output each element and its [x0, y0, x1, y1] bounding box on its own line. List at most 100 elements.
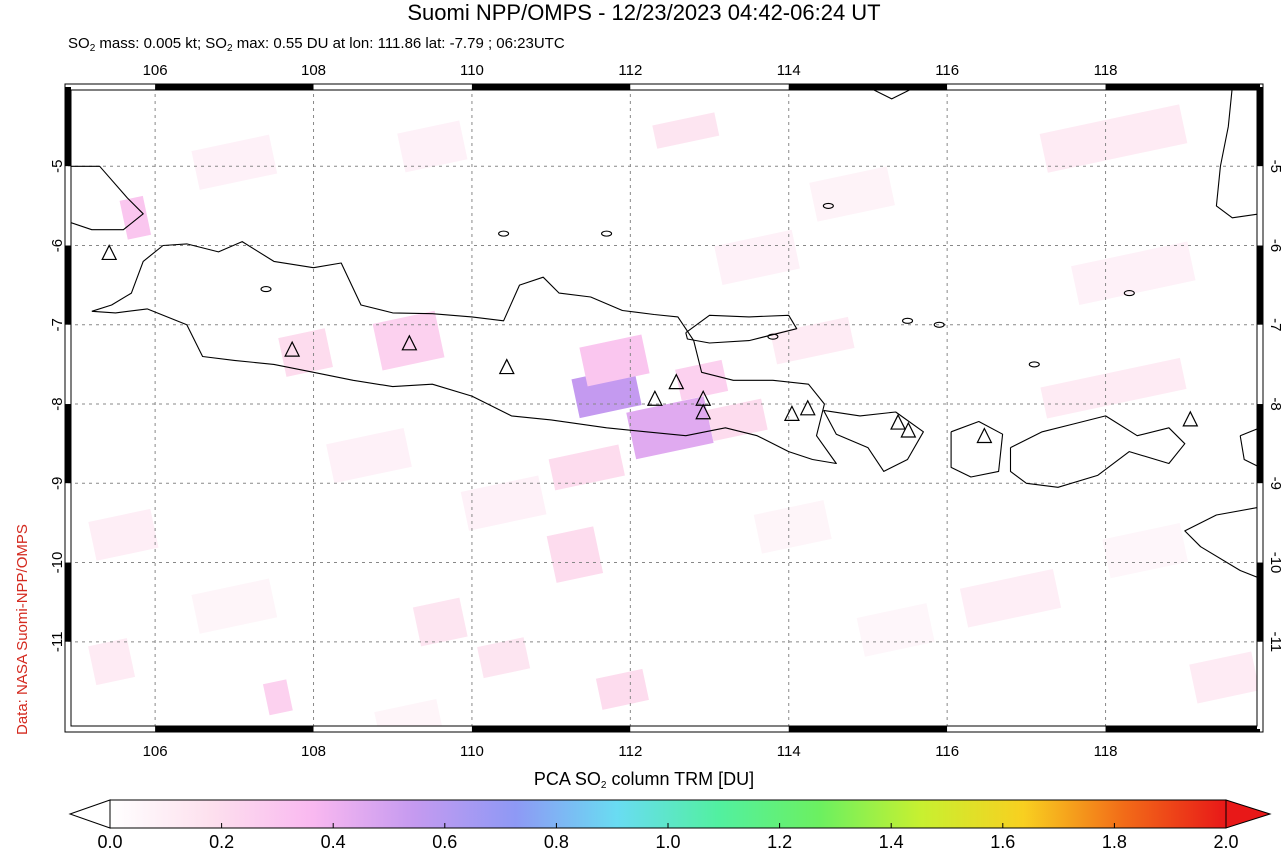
frame-segment [65, 324, 71, 405]
so2-pixel [191, 578, 278, 634]
frame-segment [471, 726, 631, 732]
lon-tick-label-top: 112 [618, 62, 642, 79]
small-island [1123, 290, 1135, 297]
lat-tick-label-left: -10 [49, 552, 66, 574]
lon-tick-label-bottom: 114 [777, 743, 801, 760]
frame-segment [471, 84, 631, 90]
frame-segment [65, 641, 71, 729]
volcano-marker [284, 340, 301, 357]
frame-segment [1257, 245, 1263, 325]
so2-pixel [548, 444, 625, 491]
so2-summary: SO2 mass: 0.005 kt; SO2 max: 0.55 DU at … [68, 35, 565, 58]
map-frame [64, 83, 1264, 733]
frame-segment [65, 166, 71, 246]
volcano-marker [900, 421, 917, 438]
volcano-marker [783, 404, 800, 421]
lat-tick-label-left: -8 [49, 397, 66, 410]
lat-tick-label-right: -10 [1267, 552, 1284, 574]
so2-pixel [397, 120, 468, 173]
frame-segment [65, 404, 71, 484]
frame-segment [1105, 84, 1260, 90]
lat-tick-label-left: -7 [49, 318, 66, 331]
frame-segment [155, 726, 314, 732]
volcano-marker [1182, 410, 1199, 427]
so2-pixel-layer [88, 104, 1260, 729]
lat-tick-label-right: -8 [1267, 397, 1284, 410]
colorbar-high-arrow [1225, 799, 1272, 829]
so2-pixel [1040, 357, 1187, 419]
frame-segment [788, 84, 948, 90]
volcano-markers [101, 244, 1199, 444]
frame-segment [1257, 324, 1263, 405]
colorbar-tick-label: 0.4 [320, 832, 346, 852]
so2-pixel [652, 112, 720, 149]
volcano-marker [401, 334, 418, 351]
frame-segment [65, 483, 71, 563]
so2-pixel [1071, 241, 1196, 305]
colorbar-tick-label: 0.8 [543, 832, 569, 852]
lat-tick-label-left: -6 [49, 239, 66, 252]
colorbar-title: PCA SO2 column TRM [DU] [0, 768, 1288, 797]
coastline [1184, 506, 1260, 579]
so2-pixel [278, 328, 333, 377]
so2-pixel [88, 638, 136, 686]
so2-pixel [477, 637, 531, 679]
colorbar-title-suffix: column TRM [DU] [606, 769, 755, 789]
lon-tick-label-bottom: 106 [143, 743, 168, 760]
frame-segment [155, 84, 314, 90]
colorbar-title-prefix: PCA SO [533, 769, 601, 789]
colorbar-title-subscript: 2 [600, 780, 607, 791]
coastline [91, 241, 837, 465]
volcano-marker [799, 399, 816, 416]
coastline [950, 420, 1004, 478]
so2-subscript: 2 [89, 43, 96, 54]
so2-pixel [88, 508, 159, 561]
frame-segment [947, 84, 1106, 90]
lon-tick-label-bottom: 118 [1094, 743, 1118, 760]
frame-segment [630, 726, 789, 732]
small-island [901, 317, 914, 324]
lat-tick-label-left: -9 [49, 477, 66, 490]
small-island [822, 202, 834, 209]
colorbar-tick-label: 0.0 [97, 832, 123, 852]
frame-segment [630, 84, 789, 90]
frame-segment [65, 87, 71, 167]
so2-pixel [1039, 104, 1188, 173]
lon-tick-label-top: 106 [143, 62, 168, 79]
frame-segment [1257, 166, 1263, 246]
so2-pixel [626, 396, 714, 460]
graticule [68, 87, 1260, 729]
so2-pixel [546, 526, 604, 583]
volcano-marker [668, 373, 685, 390]
so2-pixel [372, 310, 445, 371]
volcano-marker [890, 413, 907, 430]
volcano-marker [101, 244, 118, 261]
colorbar-tick-label: 2.0 [1213, 832, 1239, 852]
frame-segment [1257, 641, 1263, 729]
volcano-marker [646, 389, 663, 406]
frame-segment [313, 726, 472, 732]
so2-mass-label: SO [68, 35, 90, 52]
small-island [601, 230, 613, 237]
tick-labels: 106 106 108 108 110 110 112 112 114 114 116 116 118 1… [49, 62, 1284, 760]
volcano-marker [498, 358, 515, 375]
coastline [867, 87, 916, 100]
colorbar-tick-label: 1.2 [767, 832, 793, 852]
lat-tick-label-right: -11 [1267, 632, 1284, 653]
so2-pixel [856, 603, 935, 657]
frame-segment [313, 84, 472, 90]
colorbar-low-arrow [68, 799, 111, 829]
so2-max-value: max: 0.55 DU at lon: 111.86 lat: -7.79 ;… [232, 35, 565, 52]
lon-tick-label-bottom: 108 [301, 743, 326, 760]
so2-pixel [595, 668, 649, 710]
so2-pixel [374, 698, 443, 729]
frame-segment [65, 562, 71, 642]
lat-tick-label-right: -7 [1267, 318, 1284, 331]
so2-pixel [675, 359, 729, 401]
lon-tick-label-top: 118 [1094, 62, 1118, 79]
frame-segment [1257, 483, 1263, 563]
frame-segment [1105, 726, 1260, 732]
lon-tick-label-top: 114 [777, 62, 801, 79]
colorbar [68, 799, 1272, 829]
volcano-marker [976, 427, 993, 444]
